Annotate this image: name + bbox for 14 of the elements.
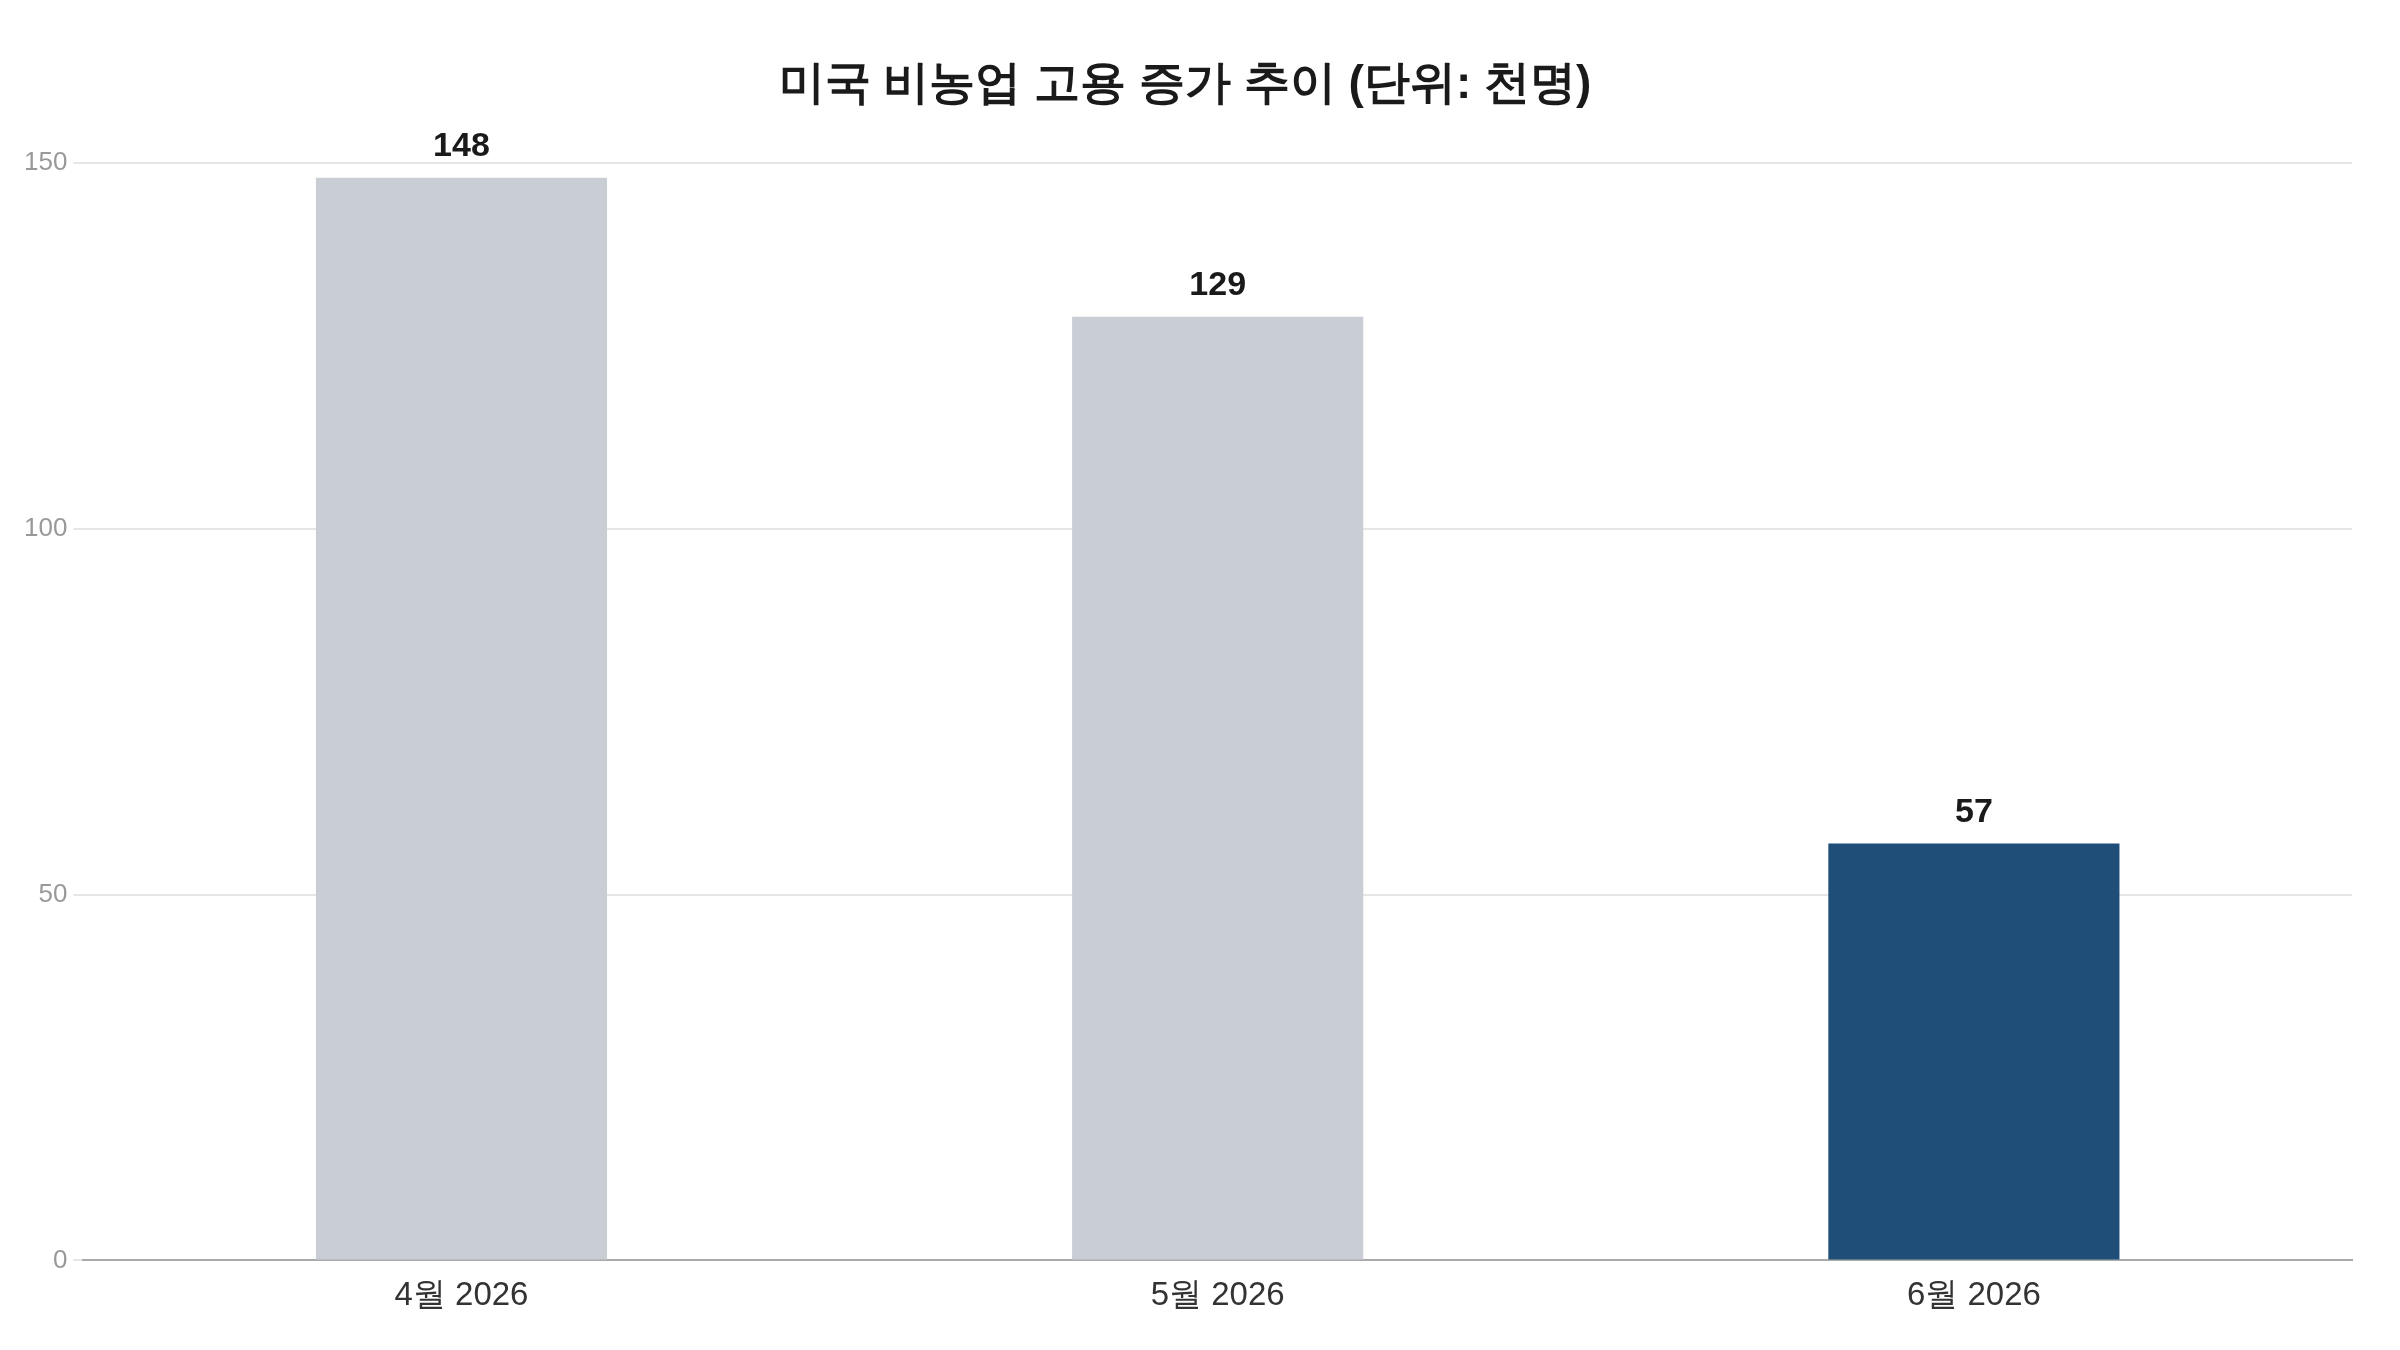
x-tick-label: 5월 2026 (1150, 1275, 1285, 1313)
bar (1072, 316, 1364, 1260)
y-tick-label: 100 (23, 512, 68, 543)
data-label: 148 (433, 125, 490, 164)
y-tick-label: 50 (38, 877, 68, 908)
bar (315, 177, 608, 1260)
x-tick-label: 6월 2026 (1906, 1275, 2041, 1313)
data-label: 129 (1189, 264, 1247, 303)
y-tick-label: 0 (52, 1243, 68, 1274)
y-tick-label: 150 (23, 146, 68, 177)
x-tick-label: 4월 2026 (394, 1275, 529, 1313)
bar (1828, 843, 2120, 1260)
chart-title: 미국 비농업 고용 증가 추이 (단위: 천명) (778, 56, 1592, 109)
data-label: 57 (1954, 790, 1993, 829)
